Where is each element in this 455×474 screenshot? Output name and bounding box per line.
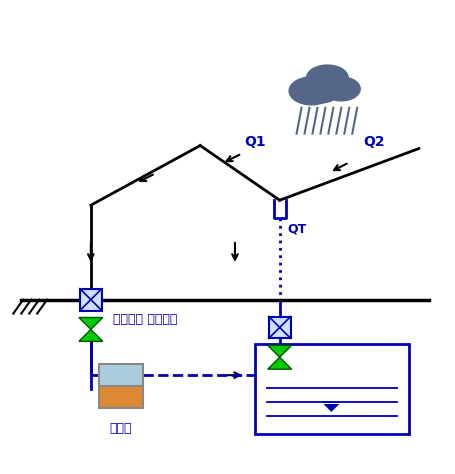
FancyBboxPatch shape — [99, 386, 142, 408]
Polygon shape — [324, 404, 339, 412]
Polygon shape — [268, 346, 292, 357]
Polygon shape — [79, 318, 103, 329]
Text: Q2: Q2 — [363, 135, 385, 148]
FancyBboxPatch shape — [80, 289, 102, 310]
Text: QT: QT — [288, 222, 307, 235]
Ellipse shape — [289, 77, 334, 105]
Ellipse shape — [305, 85, 337, 103]
Text: 초기빗물 배제장치: 초기빗물 배제장치 — [113, 313, 177, 326]
FancyBboxPatch shape — [255, 344, 409, 434]
FancyBboxPatch shape — [99, 364, 142, 386]
Ellipse shape — [307, 65, 348, 91]
FancyBboxPatch shape — [269, 317, 291, 338]
Text: Q1: Q1 — [244, 135, 266, 148]
Ellipse shape — [323, 77, 360, 101]
Polygon shape — [268, 357, 292, 369]
Polygon shape — [79, 329, 103, 341]
Text: 침사지: 침사지 — [109, 422, 132, 435]
Text: 저장조: 저장조 — [319, 362, 344, 376]
